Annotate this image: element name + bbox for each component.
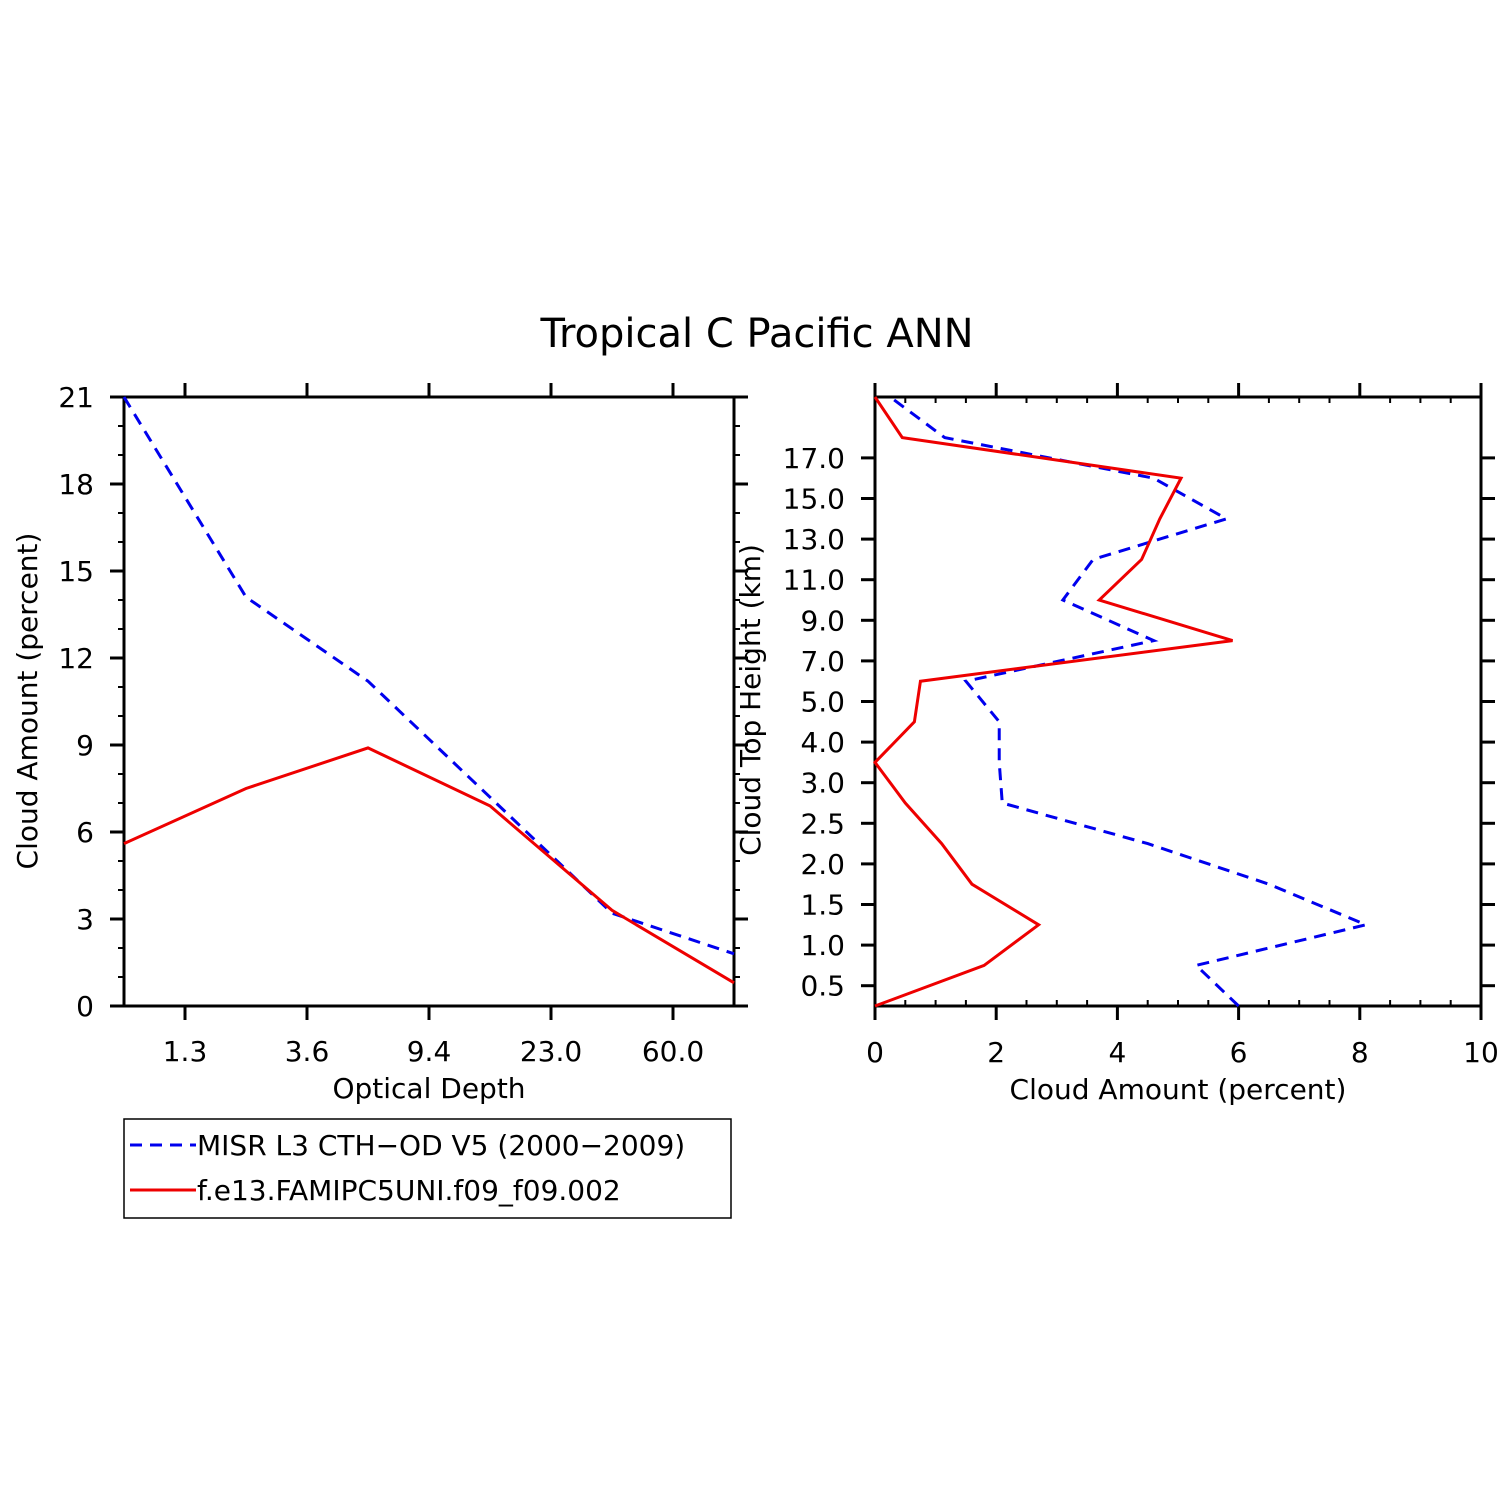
right-axis-ticks: 0 2 4 6 8 10 0.5 1.0 1.5 2.0 2.5 3.0 4.0 5.0 7.0 9.0 11.… — [783, 383, 1499, 1069]
right-y-tick-label: 1.0 — [800, 929, 845, 962]
left-y-tick-label: 21 — [58, 381, 94, 414]
right-y-tick-label: 3.0 — [800, 767, 845, 800]
left-panel-optical-depth: 0 3 6 9 12 15 18 21 1.3 3.6 9.4 23.0 60.0 Optical De… — [11, 381, 748, 1105]
legend: MISR L3 CTH−OD V5 (2000−2009) f.e13.FAMI… — [123, 1118, 732, 1219]
right-x-tick-label: 10 — [1463, 1036, 1499, 1069]
right-y-tick-label: 17.0 — [783, 442, 845, 475]
right-series-lines — [873, 395, 1371, 1008]
right-x-axis-label: Cloud Amount (percent) — [1010, 1073, 1347, 1106]
left-y-axis-label: Cloud Amount (percent) — [11, 533, 44, 870]
left-axis-ticks: 0 3 6 9 12 15 18 21 1.3 3.6 9.4 23.0 60.0 — [58, 381, 748, 1068]
left-series-lines — [122, 396, 735, 985]
right-plot-frame — [873, 395, 1483, 1008]
right-y-tick-label: 9.0 — [800, 604, 845, 637]
right-y-tick-label: 4.0 — [800, 726, 845, 759]
left-x-tick-label: 60.0 — [642, 1035, 704, 1068]
right-y-tick-label: 11.0 — [783, 564, 845, 597]
left-y-tick-label: 15 — [58, 555, 94, 588]
right-y-tick-label: 5.0 — [800, 686, 845, 719]
right-y-tick-label: 1.5 — [800, 889, 845, 922]
right-series-misr — [889, 395, 1371, 1008]
right-x-tick-label: 8 — [1351, 1036, 1369, 1069]
left-x-tick-label: 3.6 — [285, 1035, 330, 1068]
left-x-tick-label: 9.4 — [407, 1035, 452, 1068]
left-y-tick-label: 18 — [58, 468, 94, 501]
left-x-tick-label: 23.0 — [520, 1035, 582, 1068]
right-y-tick-label: 13.0 — [783, 523, 845, 556]
right-y-tick-label: 7.0 — [800, 645, 845, 678]
right-y-tick-label: 2.5 — [800, 807, 845, 840]
left-plot-frame — [122, 395, 736, 1008]
left-series-model — [123, 746, 735, 985]
left-y-tick-label: 12 — [58, 642, 94, 675]
right-x-tick-label: 6 — [1230, 1036, 1248, 1069]
left-series-misr — [122, 396, 735, 956]
left-y-tick-label: 3 — [76, 903, 94, 936]
left-y-tick-label: 9 — [76, 729, 94, 762]
chart-title: Tropical C Pacific ANN — [539, 311, 973, 357]
right-x-tick-label: 0 — [866, 1036, 884, 1069]
right-y-tick-label: 15.0 — [783, 483, 845, 516]
left-y-tick-label: 0 — [76, 990, 94, 1023]
right-y-tick-label: 0.5 — [800, 970, 845, 1003]
legend-label-model: f.e13.FAMIPC5UNI.f09_f09.002 — [197, 1174, 621, 1207]
right-y-tick-label: 2.0 — [800, 848, 845, 881]
right-series-model — [873, 396, 1233, 1008]
right-panel-cloud-top-height: 0 2 4 6 8 10 0.5 1.0 1.5 2.0 2.5 3.0 4.0 5.0 7.0 9.0 11.… — [734, 383, 1499, 1106]
legend-label-misr: MISR L3 CTH−OD V5 (2000−2009) — [197, 1129, 685, 1162]
right-y-axis-label: Cloud Top Height (km) — [734, 544, 767, 856]
legend-box — [123, 1118, 732, 1219]
right-x-tick-label: 2 — [987, 1036, 1005, 1069]
left-x-tick-label: 1.3 — [163, 1035, 208, 1068]
left-y-tick-label: 6 — [76, 816, 94, 849]
left-x-axis-label: Optical Depth — [332, 1072, 525, 1105]
right-x-tick-label: 4 — [1108, 1036, 1126, 1069]
